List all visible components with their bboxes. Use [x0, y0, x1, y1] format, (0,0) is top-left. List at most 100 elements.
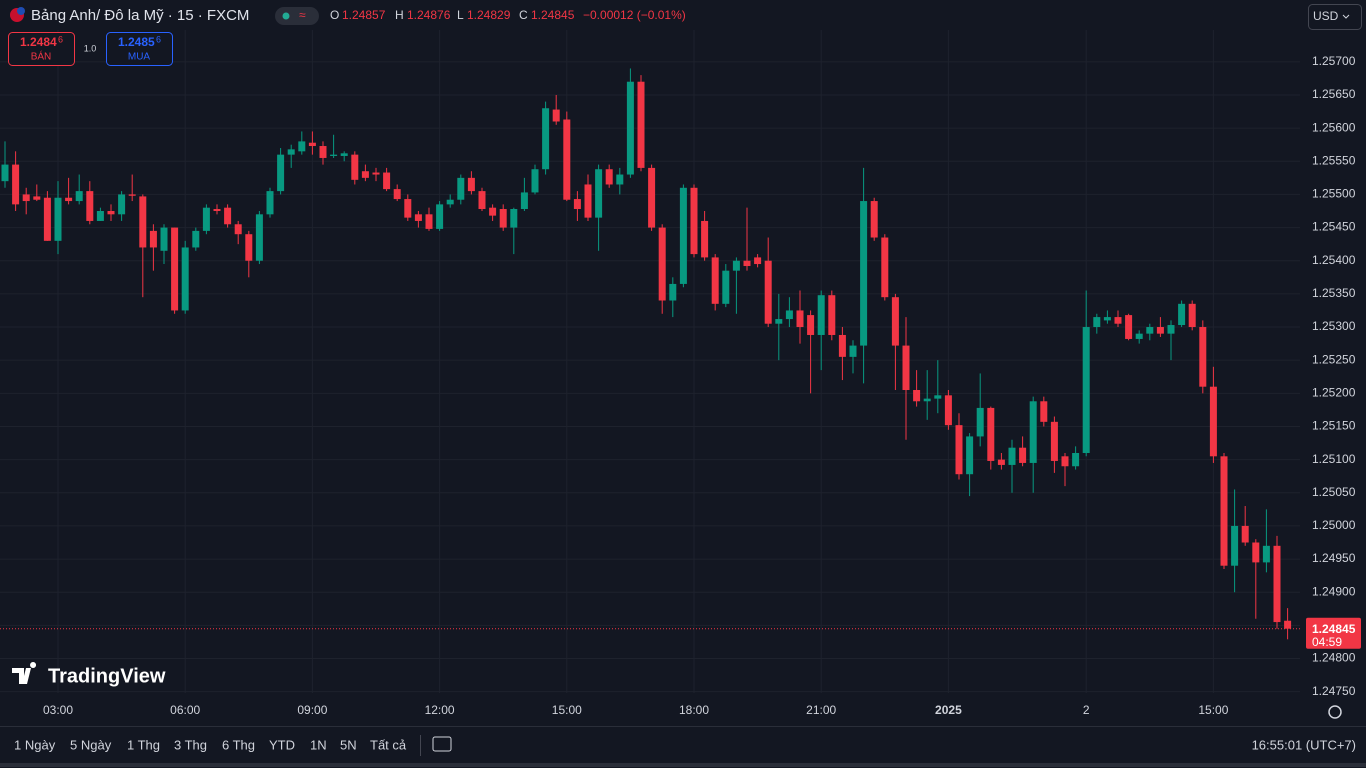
candle-body: [213, 209, 221, 211]
candle-body: [361, 171, 369, 178]
candle-body: [1114, 317, 1122, 324]
plot: 1.247501.248001.248501.249001.249501.250…: [0, 30, 1361, 717]
status-pill[interactable]: [275, 7, 319, 25]
candle-body: [891, 297, 899, 346]
range-button[interactable]: 1 Ngày: [14, 737, 56, 752]
candle-body: [1019, 447, 1027, 463]
x-tick-label: 03:00: [43, 703, 73, 717]
candle-body: [605, 169, 613, 185]
candle-body: [1241, 525, 1249, 543]
candle-body: [711, 257, 719, 304]
candle-body: [542, 108, 550, 170]
candle-body: [1050, 421, 1058, 461]
candle-body: [107, 210, 115, 215]
candle-body: [457, 177, 465, 200]
range-button[interactable]: 5N: [340, 737, 357, 752]
candle-body: [934, 395, 942, 399]
candle-body: [1231, 525, 1239, 566]
candle-body: [838, 334, 846, 357]
candle-body: [796, 310, 804, 328]
candle-body: [658, 227, 666, 301]
candle-body: [955, 425, 963, 475]
y-tick-label: 1.25300: [1312, 319, 1356, 333]
currency-button[interactable]: [1308, 4, 1362, 30]
candle-body: [245, 234, 253, 261]
y-tick-label: 1.24750: [1312, 684, 1356, 698]
candle-body: [22, 194, 30, 202]
candle-body: [33, 196, 41, 200]
candle-body: [732, 260, 740, 271]
candle-body: [1082, 327, 1090, 453]
candle-body: [446, 199, 454, 205]
candle-body: [298, 141, 306, 152]
buy-price: 1.2485: [118, 35, 155, 49]
candle-body: [595, 169, 603, 218]
candle-body: [75, 191, 83, 202]
candle-body: [573, 199, 581, 210]
candle-body: [330, 154, 338, 156]
range-button[interactable]: YTD: [269, 737, 295, 752]
date-range-icon[interactable]: [432, 736, 452, 752]
candle-body: [1125, 315, 1133, 339]
candle-body: [414, 214, 422, 221]
candle-body: [65, 197, 73, 202]
candle-body: [287, 149, 295, 155]
range-button[interactable]: 6 Thg: [222, 737, 255, 752]
y-tick-label: 1.25550: [1312, 153, 1356, 167]
ohlc-value: 1.24876: [407, 8, 451, 22]
settings-icon[interactable]: [1328, 705, 1342, 719]
x-tick-label: 06:00: [170, 703, 200, 717]
x-tick-label: 2: [1083, 703, 1090, 717]
candle-body: [404, 199, 412, 218]
candle-body: [860, 201, 868, 346]
sell-label: BÁN: [31, 50, 52, 63]
candle-body: [319, 146, 327, 158]
chevron: [1342, 14, 1350, 19]
candle-body: [277, 154, 285, 192]
y-tick-label: 1.25100: [1312, 452, 1356, 466]
candle-body: [478, 191, 486, 210]
candle-body: [870, 201, 878, 238]
candle-body: [807, 315, 815, 335]
range-button[interactable]: 1N: [310, 737, 327, 752]
candle-body: [944, 395, 952, 426]
buy-label: MUA: [128, 52, 151, 63]
y-tick-label: 1.25200: [1312, 385, 1356, 399]
candle-body: [436, 204, 444, 229]
candle-body: [701, 220, 709, 258]
candle-body: [1167, 325, 1175, 334]
symbol-title[interactable]: Bảng Anh/ Đô la Mỹ · 15 · FXCM: [31, 7, 249, 24]
range-button[interactable]: 5 Ngày: [70, 737, 112, 752]
candle-body: [881, 237, 889, 298]
candle-body: [1072, 452, 1080, 467]
candle-body: [987, 407, 995, 461]
price-label: 1.24845: [1312, 622, 1356, 636]
candle-body: [139, 196, 147, 248]
candle-body: [1252, 542, 1260, 563]
symbol-flag: [17, 7, 25, 15]
candle-body: [308, 142, 316, 147]
range-button[interactable]: Tất cả: [370, 737, 407, 752]
sell-button[interactable]: [8, 32, 75, 66]
y-tick-label: 1.25500: [1312, 187, 1356, 201]
candle-body: [817, 295, 825, 335]
candle-body: [828, 295, 836, 335]
candle-body: [1, 164, 9, 182]
market-status: [282, 12, 290, 20]
candle-body: [679, 187, 687, 284]
x-tick-label: 18:00: [679, 703, 709, 717]
y-tick-label: 1.25350: [1312, 286, 1356, 300]
buy-button[interactable]: [106, 32, 173, 66]
candle-body: [1040, 401, 1048, 422]
candle-body: [393, 189, 401, 200]
range-button[interactable]: 3 Thg: [174, 737, 207, 752]
range-button[interactable]: 1 Thg: [127, 737, 160, 752]
ohlc-key: L: [457, 8, 464, 22]
spread: 1.0: [84, 43, 97, 53]
candle-body: [775, 319, 783, 324]
candle-body: [510, 209, 518, 228]
x-tick-label: 09:00: [297, 703, 327, 717]
candle-body: [171, 227, 179, 311]
candle-body: [1262, 545, 1270, 563]
